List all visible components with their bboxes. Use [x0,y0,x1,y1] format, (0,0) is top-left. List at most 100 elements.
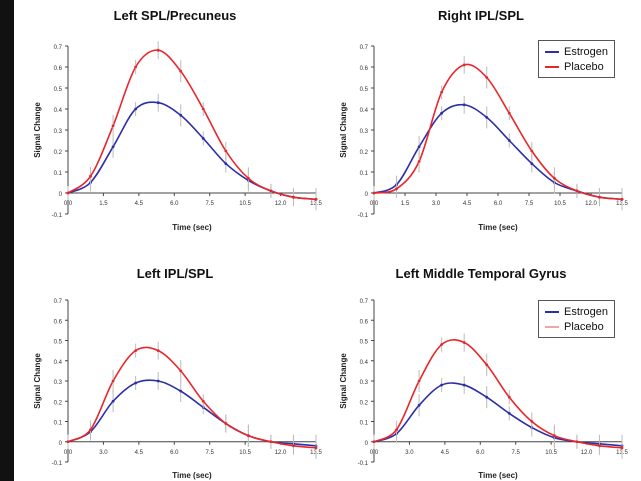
x-tick-label: 3.0 [99,450,108,456]
series-line-estrogen [67,101,317,201]
x-tick-label: 12.0 [585,201,597,207]
data-point [530,149,534,153]
data-point [530,420,534,423]
x-tick-label: 6.0 [494,201,503,207]
data-point [179,113,183,117]
chart-title: Left Middle Temporal Gyrus [395,266,567,281]
y-tick-label: 0.3 [54,129,63,135]
data-point [66,191,70,195]
chart-svg: 0.7 0.6 0.5 0.4 0.3 0.2 0.1 0 -0.10.0 1.5 3.0 4.5 6.… [339,45,628,232]
y-tick-label: 0.5 [360,87,369,93]
y-axis-label: Signal Change [33,353,42,409]
x-tick-label: 7.5 [525,201,534,207]
y-tick-label: 0.3 [360,129,369,135]
y-tick-label: 0.2 [360,150,369,156]
data-point [485,395,489,399]
data-point [417,403,421,407]
series-line-placebo [67,49,317,201]
y-tick-label: 0.1 [360,171,369,177]
data-point [269,189,273,193]
y-tick-label: 0.4 [360,108,369,114]
x-tick-label: 0.0 [370,450,379,456]
x-tick-label: 10.5 [239,201,251,207]
y-tick-label: -0.1 [358,213,369,219]
y-tick-label: 0.7 [360,45,369,51]
legend-swatch [545,310,559,313]
x-tick-label: 7.5 [206,450,215,456]
x-tick-label: 10.5 [554,201,566,207]
data-point [134,107,138,111]
data-point [485,363,489,367]
legend-label: Estrogen [564,305,609,318]
data-point [134,65,138,69]
series-line-estrogen [373,382,623,447]
data-point [156,349,160,353]
y-tick-label: 0.6 [54,319,63,325]
y-tick-label: 0.2 [54,150,63,156]
x-tick-label: 6.0 [476,450,485,456]
data-point [417,160,421,163]
data-point [462,383,466,387]
chart-title: Left SPL/Precuneus [113,8,237,23]
y-tick-label: -0.1 [358,461,369,467]
y-tick-label: 0.6 [360,66,369,72]
y-tick-label: 0.1 [54,171,63,177]
x-tick-label: 4.5 [135,450,144,456]
data-point [485,116,489,119]
data-point [440,90,444,94]
y-tick-label: -0.1 [52,213,63,219]
y-tick-label: 0.4 [360,360,369,366]
legend-item-estrogen: Estrogen [545,44,608,59]
data-point [598,195,601,199]
data-point [417,379,421,383]
data-point [507,412,511,415]
data-point [179,69,183,73]
data-point [598,444,601,448]
legend-item-estrogen: Estrogen [545,304,608,319]
data-point [111,124,115,128]
y-tick-label: 0.2 [360,400,369,406]
data-point [620,446,624,450]
x-tick-label: 1.5 [99,201,108,207]
x-tick-label: 1.5 [401,201,410,207]
data-point [269,440,273,444]
legend-label: Placebo [564,60,604,73]
x-tick-label: 12.0 [275,201,287,207]
y-tick-label: 0.3 [54,380,63,386]
data-point [440,383,444,387]
data-point [462,63,466,67]
data-point [462,103,466,107]
legend-swatch [545,325,559,328]
data-point [246,434,250,438]
data-point [485,76,489,79]
x-tick-label: 4.5 [441,450,450,456]
x-tick-label: 10.5 [239,450,251,456]
legend-label: Placebo [564,320,604,333]
x-tick-label: 6.0 [170,450,179,456]
x-tick-label: 12.0 [581,450,593,456]
data-point [156,101,160,105]
data-point [179,369,183,373]
series-line-estrogen [373,103,623,201]
x-tick-label: 4.5 [135,201,144,207]
data-point [575,189,579,193]
chart-svg: 0.7 0.6 0.5 0.4 0.3 0.2 0.1 0 -0.10.0 3.0 4.5 6.0 7.… [339,299,628,480]
left-dark-strip [0,0,14,481]
y-axis-label: Signal Change [339,353,348,409]
data-point [224,422,228,425]
y-tick-label: 0.7 [360,299,369,305]
data-point [507,111,511,115]
legend-item-placebo: Placebo [545,319,608,334]
data-point [620,197,624,201]
data-point [201,137,205,140]
data-point [417,145,421,149]
chart-panel-left-ipl-spl: Left IPL/SPL 0.7 0.6 0.5 0.4 0.3 0.2 0.1 0 -0.1 0… [20,250,330,480]
series-line-estrogen [67,379,317,447]
legend-swatch [545,50,559,53]
y-tick-label: 0 [365,192,369,198]
y-tick-label: 0 [59,192,63,198]
x-tick-label: 12.0 [275,450,287,456]
series-line-placebo [373,63,623,201]
data-point [66,440,70,444]
data-point [314,197,318,201]
